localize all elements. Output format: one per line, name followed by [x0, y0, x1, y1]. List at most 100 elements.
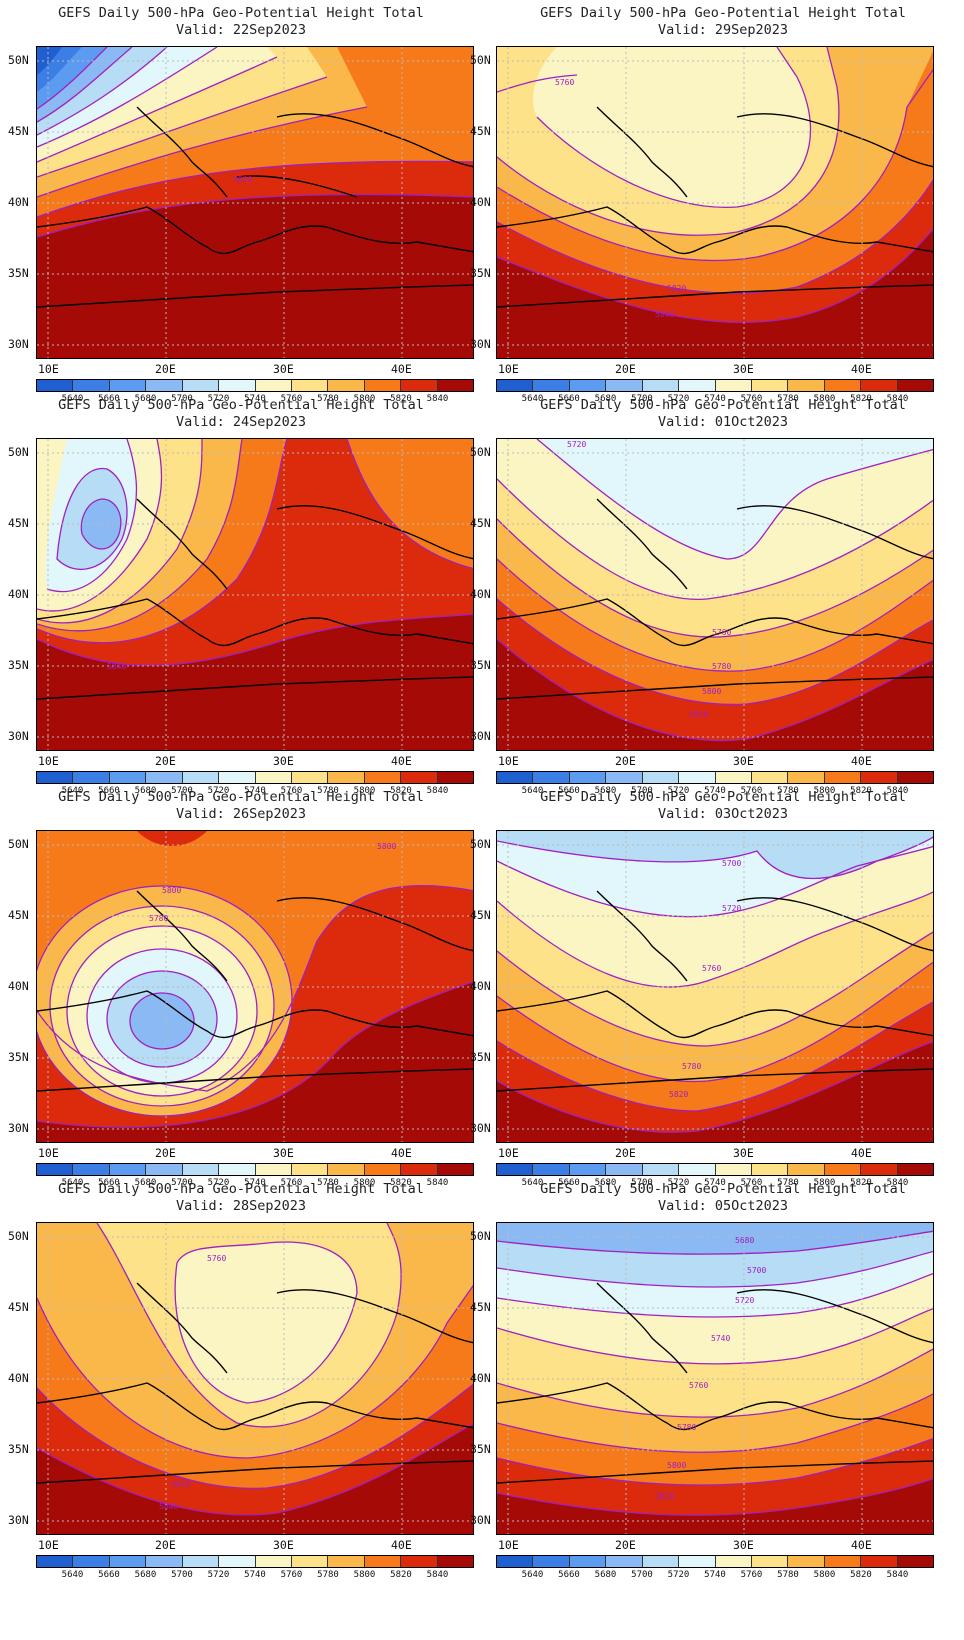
panel-title: GEFS Daily 500-hPa Geo-Potential Height …: [540, 397, 906, 413]
panel-title: GEFS Daily 500-hPa Geo-Potential Height …: [58, 5, 424, 21]
colorbar-swatch: [642, 1164, 680, 1175]
colorbar-level-label: 5800: [353, 394, 376, 404]
colorbar-swatch: [73, 772, 110, 783]
colorbar-level-label: 5780: [777, 1570, 799, 1580]
colorbar-level-label: 5660: [558, 1178, 580, 1188]
colorbar-swatch: [328, 1164, 365, 1175]
colorbar-level-label: 5680: [134, 1178, 157, 1188]
colorbar: [496, 771, 934, 784]
panel-valid-date: Valid: 24Sep2023: [175, 414, 307, 430]
height-map: 5760 5820 5840: [36, 1222, 474, 1535]
height-map: 5800 5800 5780: [36, 830, 474, 1143]
lat-label: 30N: [470, 1121, 491, 1135]
lat-label: 50N: [470, 445, 491, 459]
colorbar-level-label: 5660: [98, 1570, 120, 1580]
colorbar-level-label: 5740: [704, 394, 726, 404]
colorbar-level-label: 5820: [850, 394, 872, 404]
colorbar-swatch: [788, 1556, 825, 1567]
lat-label: 50N: [470, 1229, 491, 1243]
colorbar-swatch: [861, 380, 898, 391]
lat-label: 30N: [470, 729, 491, 743]
map-panel-28sep: GEFS Daily 500-hPa Geo-Potential Height …: [0, 1176, 482, 1586]
colorbar-swatch: [255, 1164, 292, 1175]
contour-label: 5780: [682, 1062, 701, 1071]
colorbar-level-label: 5740: [244, 1178, 266, 1188]
colorbar-level-label: 5680: [134, 1570, 157, 1580]
colorbar-swatch: [109, 380, 147, 391]
colorbar-swatch: [255, 1556, 292, 1567]
colorbar-swatch: [533, 772, 570, 783]
lat-label: 30N: [8, 1513, 29, 1527]
colorbar-swatch: [679, 772, 716, 783]
colorbar-level-label: 5660: [558, 394, 580, 404]
colorbar-swatch: [364, 1164, 402, 1175]
lon-label: 20E: [615, 1538, 636, 1552]
colorbar-level-label: 5760: [740, 1570, 763, 1580]
colorbar: [36, 1163, 474, 1176]
colorbar-level-label: 5640: [61, 1178, 84, 1188]
lon-label: 20E: [615, 754, 636, 768]
colorbar-swatch: [497, 772, 534, 783]
colorbar-level-label: 5660: [98, 1178, 120, 1188]
colorbar-swatch: [751, 380, 789, 391]
colorbar-level-label: 5700: [631, 1178, 653, 1188]
colorbar-level-label: 5700: [171, 394, 193, 404]
colorbar-level-label: 5760: [740, 1178, 763, 1188]
lon-label: 30E: [273, 362, 294, 376]
lat-label: 30N: [8, 1121, 29, 1135]
panel-valid-date: Valid: 05Oct2023: [657, 1198, 789, 1214]
colorbar-level-label: 5820: [390, 1570, 412, 1580]
colorbar-level-label: 5700: [171, 1178, 193, 1188]
colorbar-swatch: [533, 1556, 570, 1567]
lat-label: 50N: [470, 53, 491, 67]
colorbar-level-label: 5840: [886, 1570, 909, 1580]
colorbar: [36, 1555, 474, 1568]
colorbar-swatch: [219, 772, 256, 783]
colorbar-level-label: 5820: [850, 1178, 872, 1188]
colorbar-level-label: 5820: [850, 1570, 872, 1580]
colorbar-level-label: 5720: [207, 786, 230, 796]
colorbar-swatch: [401, 772, 438, 783]
lat-label: 50N: [8, 1229, 29, 1243]
colorbar-swatch: [364, 1556, 402, 1567]
colorbar-swatch: [897, 1556, 934, 1567]
colorbar-swatch: [751, 1164, 789, 1175]
colorbar-swatch: [788, 772, 825, 783]
contour-label: 5840: [655, 310, 674, 319]
panel-valid-date: Valid: 01Oct2023: [657, 414, 789, 430]
lat-label: 30N: [470, 1513, 491, 1527]
colorbar-swatch: [291, 1164, 329, 1175]
panel-valid-date: Valid: 28Sep2023: [175, 1198, 307, 1214]
lon-label: 30E: [733, 754, 754, 768]
colorbar-swatch: [824, 772, 862, 783]
colorbar-swatch: [533, 1164, 570, 1175]
colorbar-swatch: [37, 1556, 74, 1567]
contour-label: 5840: [159, 1502, 178, 1511]
height-map: 5680 5700 5720 5740 5760 5780 5800 5820: [496, 1222, 934, 1535]
colorbar-swatch: [642, 772, 680, 783]
colorbar-swatch: [788, 1164, 825, 1175]
lon-label: 40E: [391, 754, 412, 768]
colorbar-swatch: [109, 1164, 147, 1175]
contour-label: 5800: [377, 842, 396, 851]
lon-label: 20E: [155, 1538, 176, 1552]
colorbar-swatch: [897, 380, 934, 391]
colorbar-swatch: [569, 380, 607, 391]
contour-label: 5820: [171, 1480, 190, 1489]
colorbar-level-label: 5800: [813, 1178, 836, 1188]
colorbar-swatch: [606, 1556, 643, 1567]
contour-label: 5780: [149, 914, 168, 923]
lat-label: 45N: [8, 516, 29, 530]
colorbar-level-label: 5720: [207, 1570, 230, 1580]
contour-label: 5760: [207, 1254, 226, 1263]
colorbar: [496, 379, 934, 392]
colorbar-level-label: 5760: [280, 394, 303, 404]
colorbar-swatch: [861, 772, 898, 783]
colorbar-level-label: 5700: [631, 1570, 653, 1580]
lat-label: 40N: [8, 587, 29, 601]
colorbar-level-label: 5800: [813, 1570, 836, 1580]
colorbar-level-label: 5780: [777, 786, 799, 796]
contour-label: 5700: [747, 1266, 766, 1275]
colorbar-level-label: 5660: [98, 394, 120, 404]
colorbar-swatch: [182, 1556, 220, 1567]
